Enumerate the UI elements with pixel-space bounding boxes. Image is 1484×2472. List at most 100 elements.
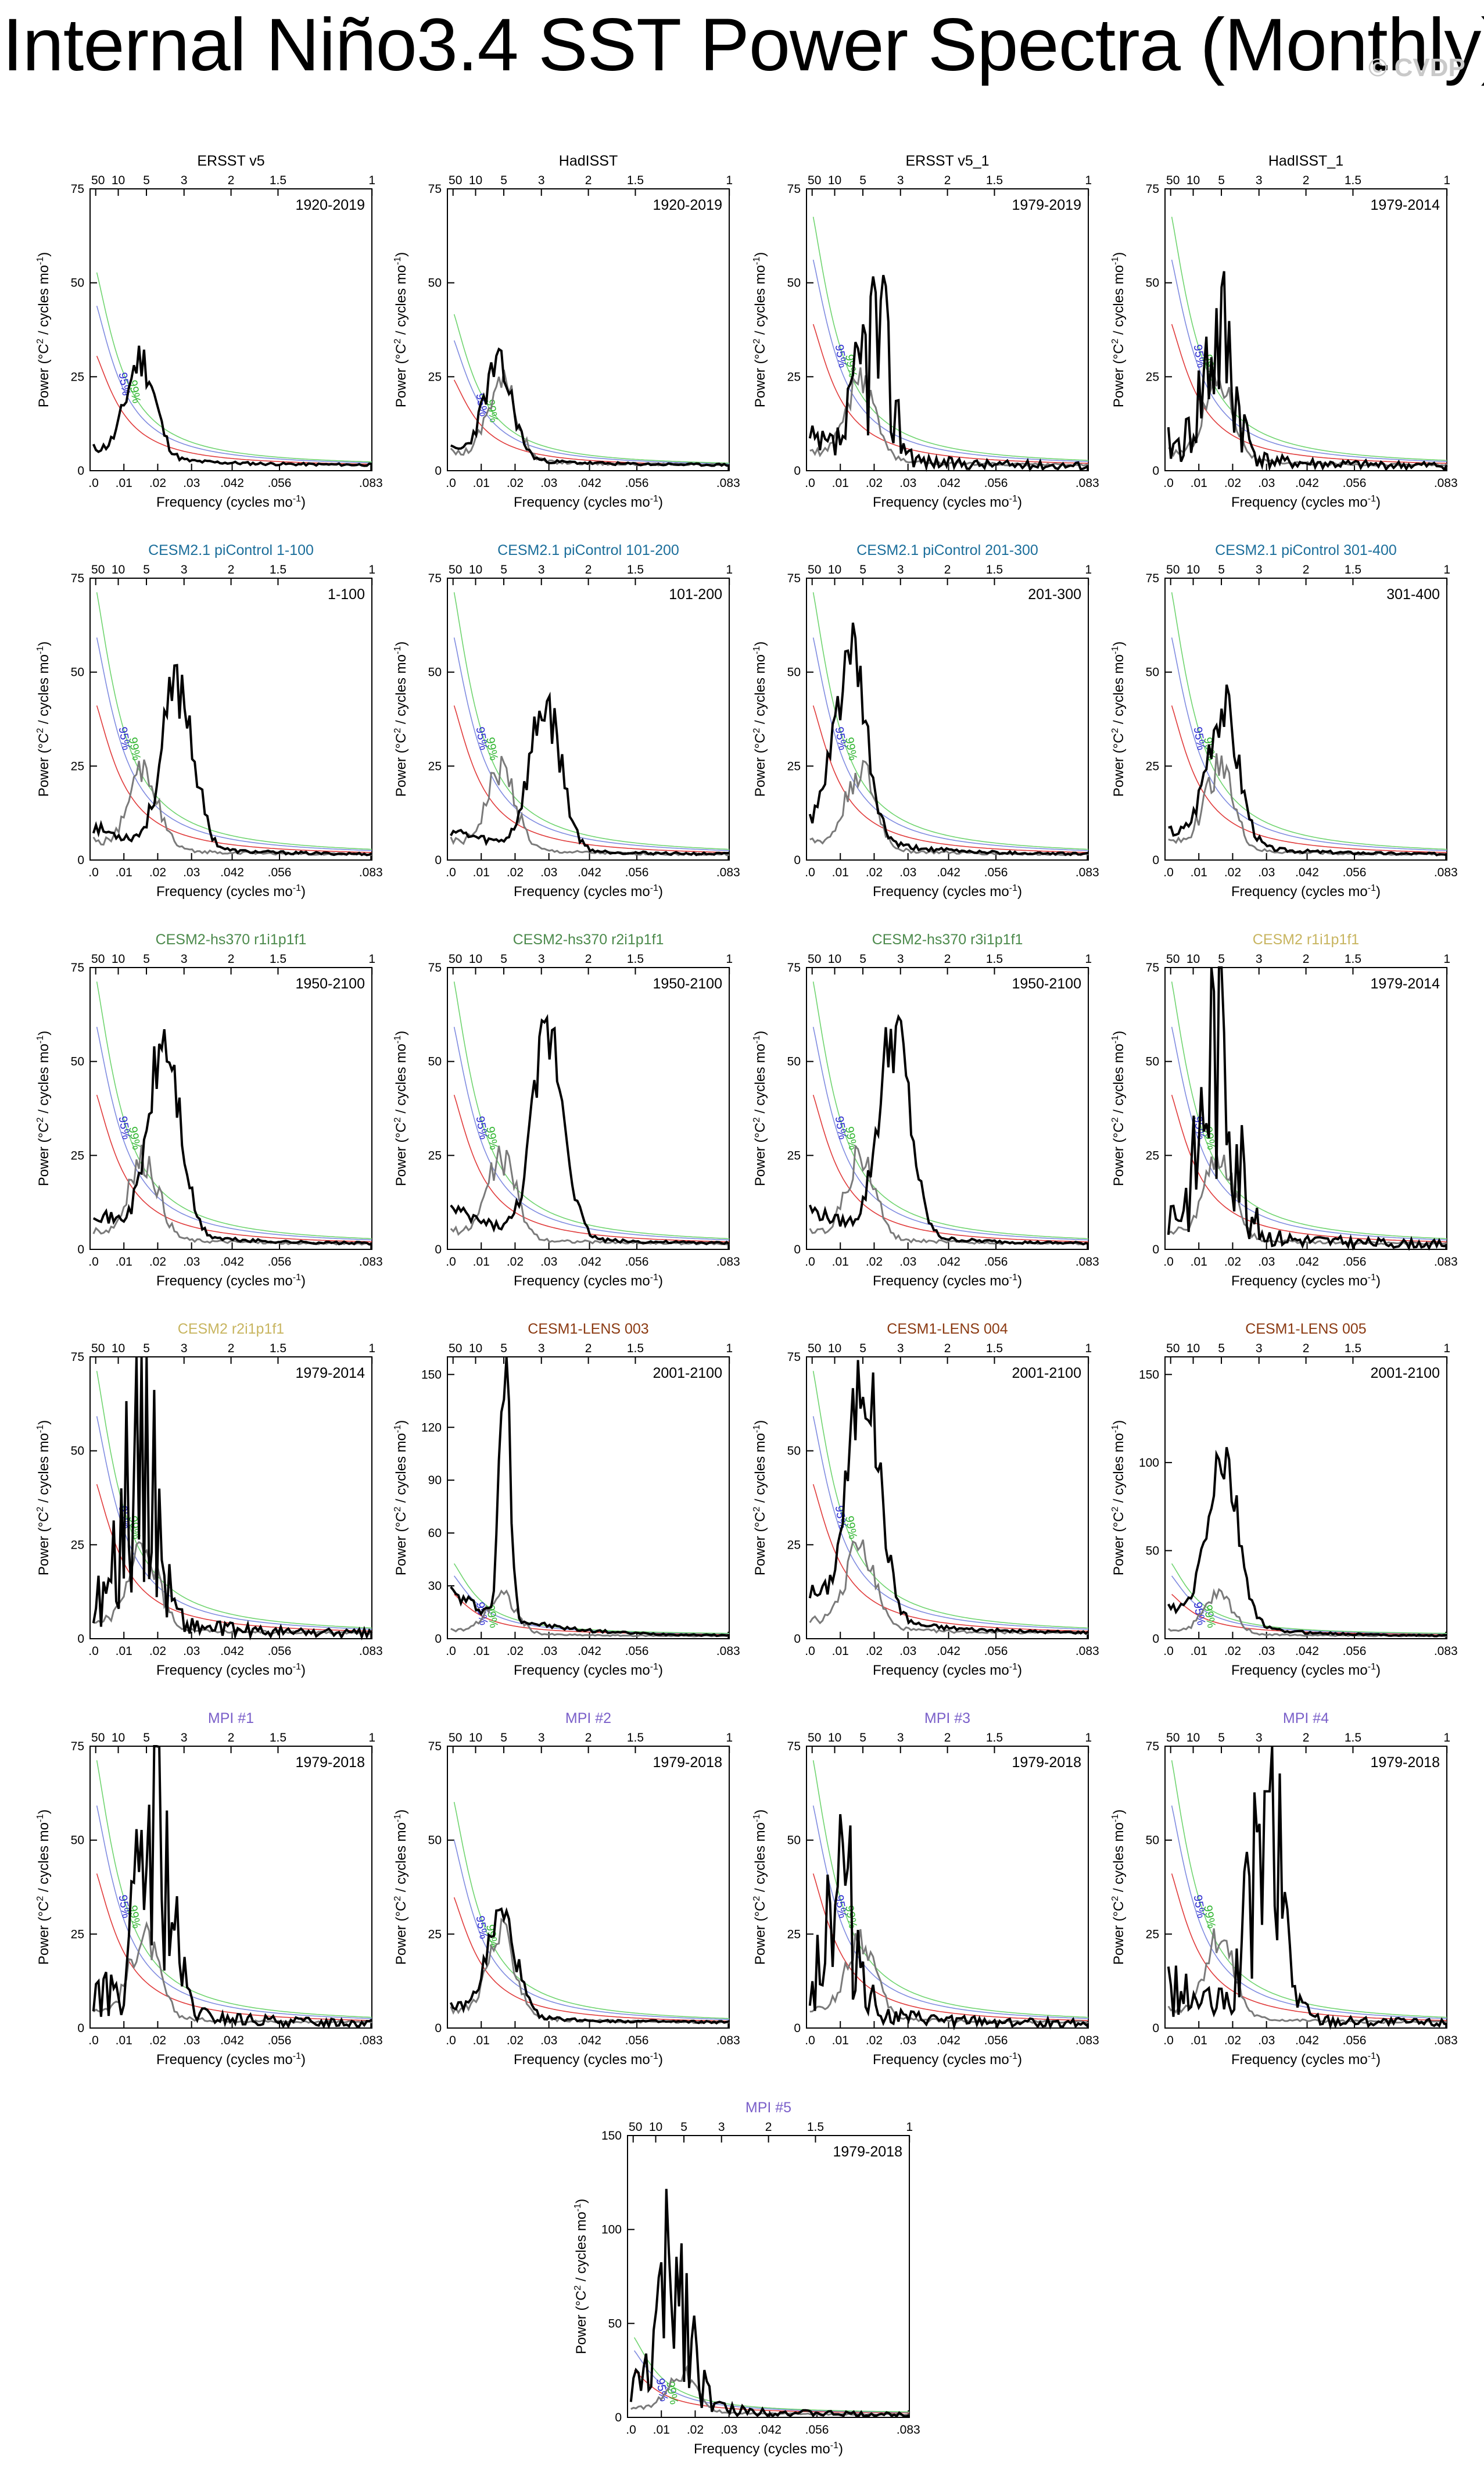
comparison-spectrum-line bbox=[92, 759, 372, 857]
y-tick-label: 50 bbox=[608, 2317, 622, 2330]
period-tick-label: 1 bbox=[368, 952, 375, 966]
red-noise-line bbox=[1171, 705, 1447, 853]
y-tick-label: 150 bbox=[421, 1368, 442, 1381]
x-tick-label: .083 bbox=[716, 2034, 740, 2047]
period-tick-label: 1 bbox=[726, 174, 733, 187]
y-tick-label: 75 bbox=[787, 961, 801, 975]
x-tick-label: .042 bbox=[937, 2034, 960, 2047]
period-tick-label: 1 bbox=[1443, 952, 1450, 966]
x-tick-label: .083 bbox=[1076, 1255, 1099, 1269]
x-tick-label: .056 bbox=[1343, 1255, 1367, 1269]
x-tick-label: .02 bbox=[149, 1255, 166, 1269]
x-tick-label: .042 bbox=[578, 1645, 601, 1658]
x-tick-label: .042 bbox=[578, 866, 601, 879]
y-tick-label: 25 bbox=[1146, 1149, 1159, 1162]
period-tick-label: 2 bbox=[585, 1342, 592, 1355]
red-noise-line bbox=[1171, 1873, 1447, 2021]
x-tick-label: .03 bbox=[899, 477, 916, 490]
x-tick-label: .042 bbox=[1295, 1255, 1319, 1269]
x-tick-label: .02 bbox=[866, 1255, 883, 1269]
period-tick-label: 5 bbox=[500, 952, 507, 966]
y-tick-label: 0 bbox=[794, 1632, 801, 1646]
panel-title: MPI #1 bbox=[208, 1710, 254, 1726]
period-tick-label: 1.5 bbox=[627, 1342, 644, 1355]
x-tick-label: .03 bbox=[1258, 1645, 1275, 1658]
period-tick-label: 3 bbox=[181, 952, 188, 966]
confidence-99-line bbox=[1171, 592, 1447, 850]
sig99-label: 99% bbox=[126, 1126, 143, 1151]
period-tick-label: 1 bbox=[726, 1731, 733, 1744]
y-tick-label: 50 bbox=[71, 1834, 84, 1847]
x-tick-label: .0 bbox=[1163, 477, 1174, 490]
confidence-99-line bbox=[812, 981, 1089, 1239]
period-tick-label: 10 bbox=[1187, 1731, 1200, 1744]
period-tick-label: 1.5 bbox=[986, 1731, 1003, 1744]
period-tick-label: 10 bbox=[1187, 563, 1200, 576]
x-tick-label: .0 bbox=[805, 2034, 815, 2047]
y-tick-label: 75 bbox=[1146, 961, 1159, 975]
x-axis-label: Frequency (cycles mo-1) bbox=[1231, 2051, 1381, 2068]
x-tick-label: .083 bbox=[1434, 866, 1458, 879]
period-tick-label: 1.5 bbox=[986, 563, 1003, 576]
period-tick-label: 1.5 bbox=[1345, 1342, 1361, 1355]
panel-title: MPI #3 bbox=[924, 1710, 970, 1726]
spectrum-line bbox=[1168, 684, 1447, 857]
x-tick-label: .03 bbox=[183, 866, 200, 879]
period-tick-label: 50 bbox=[449, 1342, 462, 1355]
period-tick-label: 3 bbox=[718, 2120, 725, 2134]
period-tick-label: 1 bbox=[726, 1342, 733, 1355]
y-tick-label: 0 bbox=[435, 1243, 442, 1256]
panel-title: CESM2.1 piControl 201-300 bbox=[856, 542, 1038, 558]
x-tick-label: .0 bbox=[446, 1645, 456, 1658]
period-tick-label: 3 bbox=[181, 563, 188, 576]
y-tick-label: 0 bbox=[1152, 854, 1159, 867]
x-tick-label: .056 bbox=[268, 477, 292, 490]
period-tick-label: 1 bbox=[1085, 1731, 1092, 1744]
x-tick-label: .03 bbox=[1258, 1255, 1275, 1269]
y-tick-label: 50 bbox=[787, 1445, 801, 1458]
x-tick-label: .0 bbox=[805, 1255, 815, 1269]
x-tick-label: .01 bbox=[832, 477, 849, 490]
x-tick-label: .0 bbox=[446, 2034, 456, 2047]
x-tick-label: .01 bbox=[116, 1645, 132, 1658]
x-tick-label: .083 bbox=[716, 1645, 740, 1658]
x-tick-label: .02 bbox=[507, 1255, 524, 1269]
spectrum-line bbox=[1167, 1746, 1447, 2030]
confidence-99-line bbox=[812, 1760, 1089, 2018]
plot-frame bbox=[89, 188, 372, 471]
period-tick-label: 1 bbox=[1443, 563, 1450, 576]
spectrum-line bbox=[450, 1013, 730, 1245]
period-tick-label: 50 bbox=[91, 563, 105, 576]
period-tick-label: 10 bbox=[112, 563, 125, 576]
confidence-95-line bbox=[96, 637, 372, 851]
period-tick-label: 5 bbox=[500, 1342, 507, 1355]
x-tick-label: .056 bbox=[625, 1645, 649, 1658]
y-tick-label: 25 bbox=[1146, 1928, 1159, 1941]
period-tick-label: 1 bbox=[1443, 1342, 1450, 1355]
x-tick-label: .056 bbox=[268, 1255, 292, 1269]
x-tick-label: .042 bbox=[937, 477, 960, 490]
x-axis-label: Frequency (cycles mo-1) bbox=[156, 1273, 306, 1289]
x-tick-label: .056 bbox=[984, 477, 1008, 490]
panel-title: CESM1-LENS 003 bbox=[528, 1321, 648, 1337]
y-tick-label: 0 bbox=[77, 464, 84, 478]
period-tick-label: 2 bbox=[944, 563, 951, 576]
period-tick-label: 5 bbox=[1218, 1731, 1225, 1744]
y-tick-label: 0 bbox=[794, 464, 801, 478]
x-tick-label: .083 bbox=[716, 477, 740, 490]
period-tick-label: 1.5 bbox=[986, 1342, 1003, 1355]
x-tick-label: .02 bbox=[149, 1645, 166, 1658]
panel-years: 2001-2100 bbox=[653, 1365, 722, 1381]
y-tick-label: 75 bbox=[1146, 1740, 1159, 1753]
y-tick-label: 75 bbox=[71, 1740, 84, 1753]
confidence-95-line bbox=[812, 259, 1089, 463]
plot-frame bbox=[447, 578, 730, 861]
y-tick-label: 25 bbox=[787, 1149, 801, 1162]
period-tick-label: 3 bbox=[181, 1731, 188, 1744]
period-tick-label: 1.5 bbox=[986, 174, 1003, 187]
sig99-label: 99% bbox=[483, 1126, 500, 1151]
comparison-spectrum-line bbox=[1167, 1928, 1447, 2025]
y-axis-label: Power (°C2 / cycles mo-1) bbox=[752, 1420, 768, 1575]
x-tick-label: .083 bbox=[716, 1255, 740, 1269]
